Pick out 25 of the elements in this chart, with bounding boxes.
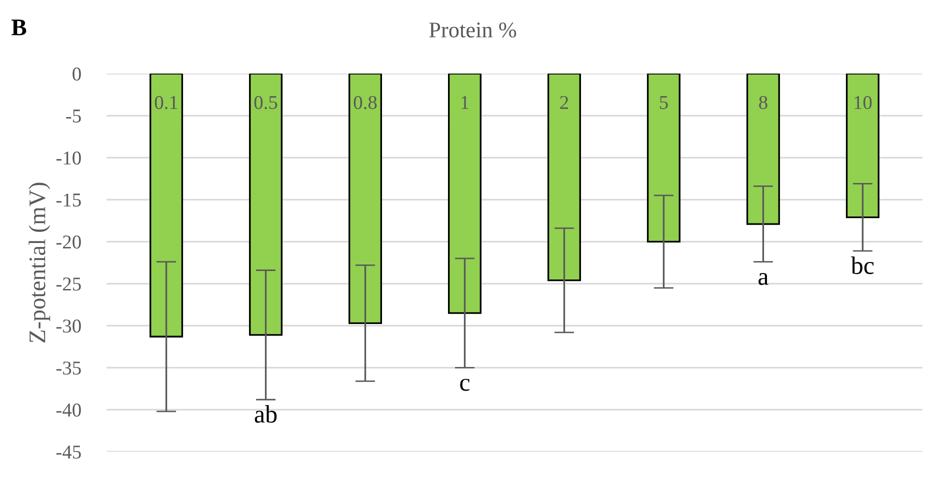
x-tick-label: 5 (660, 96, 668, 110)
x-tick-label: 2 (560, 96, 568, 109)
y-tick-label: -45 (56, 446, 81, 459)
x-tick-label: 10 (854, 96, 872, 110)
y-tick-label: -5 (66, 110, 81, 123)
y-tick-label: -10 (56, 151, 81, 165)
x-tick-label: 0.1 (154, 96, 178, 110)
y-tick-label: 0 (72, 67, 81, 81)
x-tick-label: 8 (759, 96, 768, 110)
text: B (12, 20, 26, 36)
annotation: a (758, 273, 768, 285)
annotation: ab (254, 405, 277, 423)
annotation: c (460, 378, 470, 391)
x-tick-label: 0.8 (354, 96, 377, 110)
x-tick-label: 1 (462, 96, 468, 109)
y-tick-label: -25 (56, 278, 81, 291)
chart-title: Protein % (429, 22, 516, 38)
y-tick-label: -40 (56, 404, 81, 417)
x-tick-label: 0.5 (254, 96, 278, 110)
annotation: bc (850, 256, 874, 274)
y-tick-label: -30 (56, 320, 81, 333)
y-tick-label: -15 (56, 194, 81, 207)
y-tick-label: -20 (56, 235, 81, 249)
y-axis-title: Z-potential (mV) (28, 182, 50, 343)
y-tick-label: -35 (56, 362, 81, 375)
